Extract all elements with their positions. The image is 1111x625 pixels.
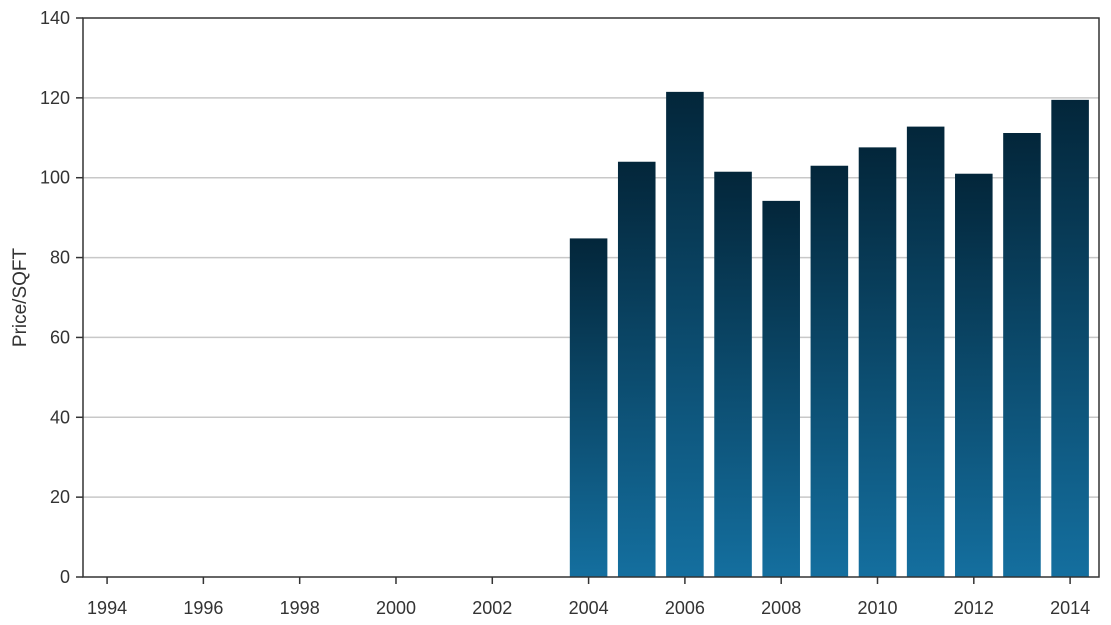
- y-tick-label: 20: [50, 487, 70, 507]
- bar: [569, 238, 608, 578]
- y-tick-label: 100: [40, 168, 70, 188]
- bar: [858, 147, 897, 577]
- x-tick-label: 1996: [183, 598, 223, 618]
- bar: [1003, 132, 1041, 577]
- x-tick-label: 2012: [954, 598, 994, 618]
- y-axis-ticks: 0 20 40 60 80 100 120 140: [40, 8, 83, 587]
- x-tick-label: 1994: [87, 598, 127, 618]
- y-tick-label: 40: [50, 407, 70, 427]
- bar: [762, 200, 800, 577]
- x-tick-label: 2010: [857, 598, 897, 618]
- x-tick-label: 2000: [376, 598, 416, 618]
- x-tick-label: 2008: [761, 598, 801, 618]
- x-tick-label: 2014: [1050, 598, 1090, 618]
- bar: [714, 171, 752, 577]
- y-tick-label: 0: [60, 567, 70, 587]
- x-tick-label: 2006: [665, 598, 705, 618]
- bar: [1051, 99, 1089, 577]
- y-tick-label: 80: [50, 248, 70, 268]
- x-axis-ticks: 1994 1996 1998 2000 2002 2004 2006 2008 2010 2012…: [87, 577, 1090, 618]
- x-tick-label: 2002: [472, 598, 512, 618]
- x-tick-label: 2004: [569, 598, 609, 618]
- bar: [810, 165, 849, 577]
- y-axis-label: Price/SQFT: [10, 247, 31, 347]
- x-tick-label: 1998: [280, 598, 320, 618]
- y-tick-label: 120: [40, 88, 70, 108]
- bar: [666, 91, 704, 577]
- bar: [955, 173, 993, 577]
- y-tick-label: 140: [40, 8, 70, 28]
- plot-frame: [82, 17, 1100, 578]
- y-tick-label: 60: [50, 327, 70, 347]
- bar: [906, 126, 945, 577]
- bar: [617, 161, 656, 577]
- bars: [569, 91, 1089, 578]
